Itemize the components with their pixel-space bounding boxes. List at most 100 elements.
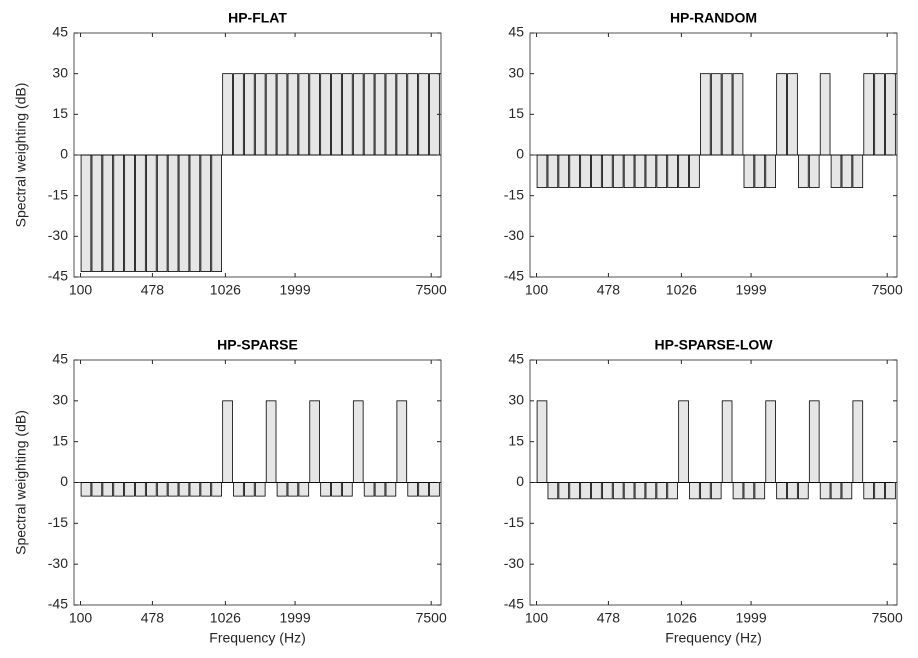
bar [276, 482, 288, 497]
bar [787, 73, 798, 156]
y-tick-label: -30 [504, 555, 524, 571]
y-tick-label: -15 [48, 186, 68, 202]
bar [536, 400, 548, 483]
bar [569, 482, 580, 500]
bar [254, 482, 266, 497]
bar [721, 400, 733, 483]
y-tick-label: -45 [504, 596, 524, 612]
bar [178, 482, 190, 497]
bar [265, 400, 277, 483]
bar [396, 73, 408, 156]
y-tick-label: 45 [52, 351, 68, 367]
y-tick-label: -30 [48, 227, 68, 243]
x-tick-label: 100 [525, 610, 549, 626]
bar [754, 482, 766, 500]
x-tick-label: 1026 [666, 282, 697, 298]
bar [743, 154, 755, 188]
y-tick-label: 30 [508, 64, 524, 80]
bar [222, 73, 233, 156]
bar [710, 482, 722, 500]
y-tick-label: 45 [508, 24, 524, 40]
x-tick-label: 7500 [416, 610, 447, 626]
bar [211, 482, 222, 497]
bar [276, 73, 288, 156]
bar [124, 154, 135, 272]
bar [363, 73, 375, 156]
bar [765, 400, 776, 483]
bar [776, 73, 787, 156]
y-tick-label: 15 [52, 105, 68, 121]
x-tick-label: 7500 [872, 282, 903, 298]
bar [558, 482, 570, 500]
y-tick-label: -15 [48, 514, 68, 530]
bar [623, 482, 635, 500]
bar [830, 482, 842, 500]
bar [819, 73, 831, 156]
bar [885, 482, 896, 500]
y-tick-label: 30 [52, 64, 68, 80]
bar [113, 482, 124, 497]
bar [189, 482, 201, 497]
y-tick-label: -45 [48, 596, 68, 612]
bar [102, 482, 114, 497]
y-tick-label: -15 [504, 186, 524, 202]
bar [374, 482, 386, 497]
bar [211, 154, 222, 272]
bar [678, 154, 689, 188]
bar [863, 482, 874, 500]
bar [569, 154, 580, 188]
bar [580, 154, 591, 188]
x-tick-label: 100 [69, 282, 93, 298]
bar [331, 482, 342, 497]
bar [309, 73, 320, 156]
y-tick-label: 45 [508, 351, 524, 367]
bar [656, 154, 668, 188]
bar [309, 400, 320, 483]
bar [320, 73, 331, 156]
bar [167, 482, 179, 497]
y-axis-label: Spectral weighting (dB) [13, 83, 29, 228]
bar [645, 482, 657, 500]
bar [591, 154, 602, 188]
bar [407, 482, 418, 497]
y-tick-label: -15 [504, 514, 524, 530]
y-tick-label: -30 [48, 555, 68, 571]
bar [374, 73, 386, 156]
x-tick-label: 1026 [210, 610, 241, 626]
x-axis-label: Frequency (Hz) [209, 630, 305, 646]
bar [721, 73, 733, 156]
y-tick-label: 15 [508, 432, 524, 448]
bar [852, 154, 864, 188]
bar [667, 154, 678, 188]
x-tick-label: 478 [141, 282, 165, 298]
bar [678, 400, 689, 483]
bar [135, 154, 146, 272]
bar [265, 73, 277, 156]
chart-title: HP-RANDOM [670, 10, 757, 26]
bar [352, 400, 364, 483]
x-tick-label: 7500 [416, 282, 447, 298]
bar [331, 73, 342, 156]
y-tick-label: 15 [52, 432, 68, 448]
bar [244, 73, 255, 156]
bar [841, 482, 853, 500]
bar [287, 482, 299, 497]
bar [841, 154, 853, 188]
bar [689, 482, 700, 500]
bar [830, 154, 842, 188]
bar [178, 154, 190, 272]
bar [352, 73, 364, 156]
bar [732, 73, 744, 156]
bar [591, 482, 602, 500]
bar [863, 73, 874, 156]
bar [80, 154, 92, 272]
y-tick-label: 45 [52, 24, 68, 40]
bar [612, 482, 624, 500]
bar [124, 482, 135, 497]
bar [429, 482, 440, 497]
bar [754, 154, 766, 188]
y-tick-label: 15 [508, 105, 524, 121]
bar [547, 482, 559, 500]
bar [623, 154, 635, 188]
bar [765, 154, 776, 188]
